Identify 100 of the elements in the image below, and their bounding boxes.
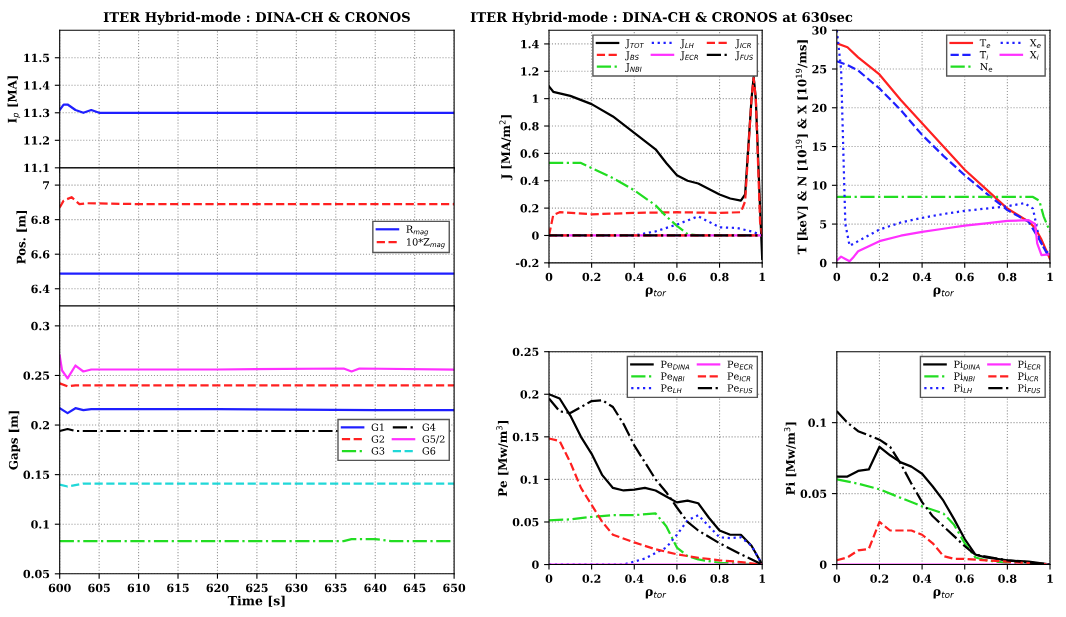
x-tick-label: 0.4 bbox=[912, 574, 932, 583]
legend-label: G5/2 bbox=[422, 435, 445, 444]
x-tick-label: 0.8 bbox=[998, 272, 1017, 282]
x-tick-label: 0.4 bbox=[625, 272, 644, 282]
y-axis-title: Pi [Mw/m$^{3}$] bbox=[784, 422, 797, 495]
x-tick-label: 0.6 bbox=[955, 574, 974, 583]
legend-label: G1 bbox=[371, 423, 384, 431]
y-tick-label: 11.3 bbox=[24, 108, 50, 118]
x-tick-label: 0 bbox=[545, 272, 553, 282]
legend-label: Pe$_{DINA}$ bbox=[660, 360, 690, 370]
y-tick-label: 5 bbox=[820, 220, 827, 229]
y-tick-label: 0.05 bbox=[512, 517, 539, 527]
y-tick-label: 1.4 bbox=[521, 39, 539, 49]
legend-label: G6 bbox=[422, 447, 436, 455]
x-tick-label: 1 bbox=[1047, 272, 1053, 282]
y-tick-label: 0.2 bbox=[31, 421, 49, 430]
legend-label: Pe$_{NBI}$ bbox=[660, 372, 685, 382]
y-tick-label: 6.6 bbox=[31, 250, 50, 259]
legend-label: J$_{ECR}$ bbox=[680, 51, 699, 61]
x-tick-label: 0 bbox=[833, 574, 841, 583]
y-tick-label: 0.1 bbox=[520, 475, 539, 484]
y-axis-title: I$_{p}$ [MA] bbox=[7, 76, 21, 123]
y-tick-label: 0.1 bbox=[31, 520, 49, 529]
legend-label: X$_{e}$ bbox=[1029, 39, 1041, 49]
y-tick-label: 0 bbox=[819, 258, 827, 268]
chart-title: ITER Hybrid-mode : DINA-CH & CRONOS at 630sec bbox=[470, 11, 853, 25]
legend-label: G3 bbox=[371, 447, 385, 455]
x-axis-title: ρ$_{tor}$ bbox=[645, 589, 667, 599]
y-tick-label: -0.2 bbox=[515, 258, 539, 268]
x-tick-label: 0.4 bbox=[625, 574, 644, 583]
legend-label: 10*Z$_{mag}$ bbox=[407, 238, 445, 249]
x-tick-label: 0 bbox=[833, 272, 841, 282]
y-tick-label: 0.15 bbox=[23, 470, 50, 480]
legend-label: Pi$_{DINA}$ bbox=[954, 360, 980, 370]
legend-label: Pe$_{FUS}$ bbox=[727, 384, 753, 394]
y-tick-label: 30 bbox=[812, 26, 827, 35]
x-tick-label: 0.8 bbox=[998, 574, 1017, 583]
legend-label: X$_{i}$ bbox=[1029, 51, 1039, 60]
x-tick-label: 605 bbox=[88, 583, 110, 593]
x-tick-label: 0.8 bbox=[710, 574, 729, 583]
x-tick-label: 650 bbox=[443, 583, 466, 593]
x-tick-label: 1 bbox=[759, 272, 765, 282]
x-tick-label: 610 bbox=[127, 583, 150, 593]
x-tick-label: 0.2 bbox=[870, 574, 889, 583]
y-tick-label: 0.3 bbox=[31, 321, 50, 331]
x-tick-label: 0.6 bbox=[667, 574, 686, 583]
y-tick-label: 11.1 bbox=[24, 163, 49, 173]
y-tick-label: 0.1 bbox=[808, 418, 826, 428]
legend-label: G4 bbox=[422, 423, 436, 431]
x-tick-label: 620 bbox=[206, 583, 229, 593]
x-axis-title: Time [s] bbox=[227, 595, 285, 607]
y-tick-label: 0.2 bbox=[520, 390, 539, 399]
x-axis-title: ρ$_{tor}$ bbox=[933, 589, 955, 599]
y-tick-label: 1.2 bbox=[521, 67, 539, 76]
legend-label: N$_{e}$ bbox=[980, 62, 993, 72]
x-tick-label: 615 bbox=[167, 583, 189, 593]
legend-label: T$_{e}$ bbox=[979, 39, 991, 49]
x-tick-label: 645 bbox=[403, 583, 426, 593]
x-tick-label: 0 bbox=[545, 574, 553, 583]
chart-title: ITER Hybrid-mode : DINA-CH & CRONOS bbox=[103, 11, 410, 25]
legend-label: J$_{TOT}$ bbox=[625, 39, 645, 49]
y-axis-title: Pe [Mw/m$^{3}$] bbox=[496, 420, 509, 497]
y-tick-label: 0 bbox=[532, 231, 539, 240]
legend-label: G2 bbox=[371, 435, 385, 443]
y-tick-label: 7 bbox=[43, 181, 50, 190]
y-tick-label: 0 bbox=[819, 560, 827, 569]
y-axis-title: J [MA/m$^{2}$] bbox=[499, 115, 513, 181]
y-tick-label: 0.25 bbox=[512, 347, 539, 357]
y-tick-label: 0.4 bbox=[520, 176, 539, 186]
x-tick-label: 0.2 bbox=[870, 272, 889, 282]
legend-label: Pe$_{ECR}$ bbox=[727, 360, 753, 370]
x-tick-label: 0.6 bbox=[667, 272, 686, 282]
x-tick-label: 0.2 bbox=[582, 272, 601, 282]
legend-label: Pi$_{NBI}$ bbox=[954, 372, 975, 382]
y-tick-label: 1 bbox=[532, 94, 539, 103]
y-tick-label: 0.05 bbox=[800, 489, 827, 498]
y-tick-label: 0.8 bbox=[520, 121, 539, 131]
y-axis-title: Gaps [m] bbox=[8, 411, 21, 470]
legend-label: Pi$_{ICR}$ bbox=[1017, 372, 1039, 382]
y-axis-title: T [keV] & N [10$^{19}$] & X [10$^{19}$/ms] bbox=[795, 40, 808, 255]
x-axis-title: ρ$_{tor}$ bbox=[933, 287, 955, 297]
x-tick-label: 0.2 bbox=[582, 574, 601, 583]
y-tick-label: 20 bbox=[812, 103, 827, 113]
x-tick-label: 630 bbox=[285, 583, 308, 593]
legend-label: J$_{FUS}$ bbox=[735, 51, 753, 61]
x-tick-label: 600 bbox=[48, 583, 71, 593]
x-axis-title: ρ$_{tor}$ bbox=[645, 287, 667, 297]
y-tick-label: 0.05 bbox=[23, 569, 50, 579]
y-tick-label: 6.8 bbox=[31, 215, 50, 225]
x-tick-label: 625 bbox=[246, 583, 268, 593]
y-tick-label: 0.2 bbox=[520, 204, 539, 213]
y-tick-label: 0.25 bbox=[23, 371, 50, 380]
legend-label: T$_{i}$ bbox=[979, 51, 989, 60]
x-tick-label: 0.4 bbox=[912, 272, 932, 282]
legend-label: Pi$_{LH}$ bbox=[954, 384, 972, 394]
x-tick-label: 0.8 bbox=[710, 272, 729, 282]
y-tick-label: 11.2 bbox=[24, 136, 49, 145]
legend-label: J$_{BS}$ bbox=[625, 51, 639, 61]
y-tick-label: 11.4 bbox=[24, 81, 50, 90]
legend-label: Pe$_{ICR}$ bbox=[727, 372, 751, 382]
